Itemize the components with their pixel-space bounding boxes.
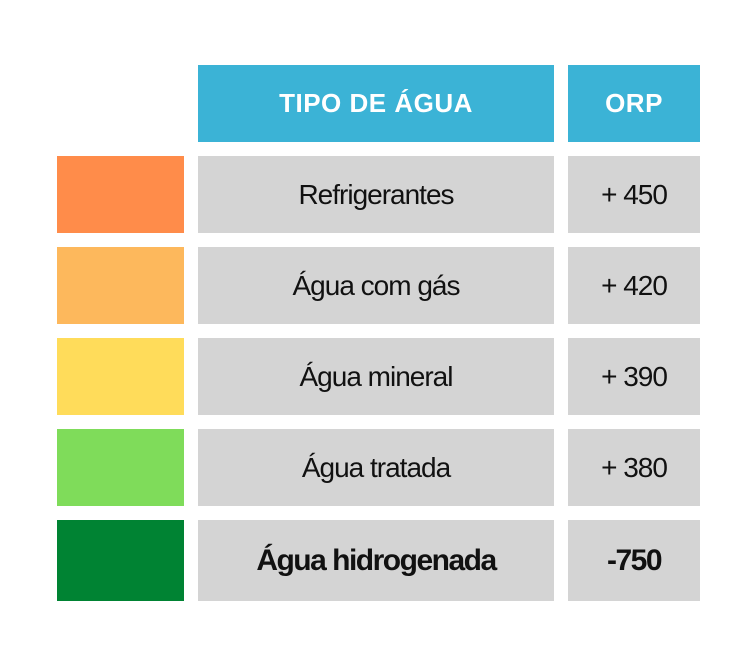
orp-cell-row-3: + 390 xyxy=(568,338,700,415)
orp-cell-row-5: -750 xyxy=(568,520,700,601)
header-orp: ORP xyxy=(568,65,700,142)
orp-cell-row-1: + 450 xyxy=(568,156,700,233)
header-tipo-de-agua: TIPO DE ÁGUA xyxy=(198,65,554,142)
tipo-cell-row-5: Água hidrogenada xyxy=(198,520,554,601)
tipo-cell-row-2: Água com gás xyxy=(198,247,554,324)
color-swatch-row-1 xyxy=(57,156,184,233)
orp-cell-row-4: + 380 xyxy=(568,429,700,506)
tipo-cell-row-1: Refrigerantes xyxy=(198,156,554,233)
tipo-cell-row-4: Água tratada xyxy=(198,429,554,506)
orp-cell-row-2: + 420 xyxy=(568,247,700,324)
color-swatch-row-3 xyxy=(57,338,184,415)
tipo-cell-row-3: Água mineral xyxy=(198,338,554,415)
color-swatch-row-5 xyxy=(57,520,184,601)
color-swatch-row-2 xyxy=(57,247,184,324)
color-swatch-row-4 xyxy=(57,429,184,506)
